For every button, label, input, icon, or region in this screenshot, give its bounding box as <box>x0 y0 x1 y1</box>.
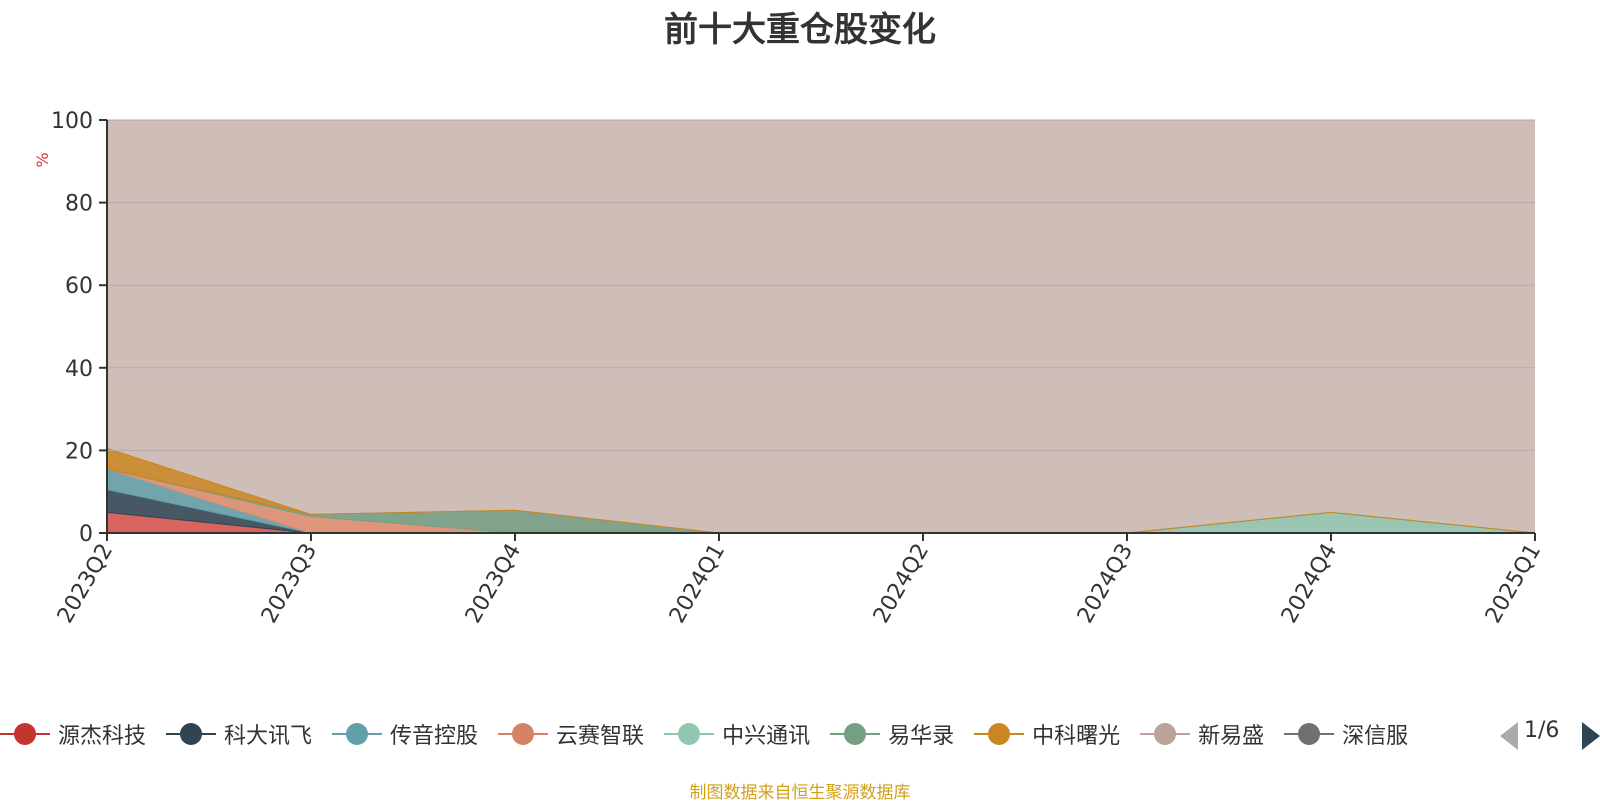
x-tick-label-1: 2023Q3 <box>257 540 322 628</box>
legend-item-4[interactable]: 中兴通讯 <box>664 714 830 754</box>
legend: 源杰科技 科大讯飞 传音控股 云赛智联 中兴通讯 易华录 中科曙光 新易盛 深信服 <box>0 714 1480 754</box>
chart-title: 前十大重仓股变化 <box>664 10 936 50</box>
x-tick-label-7: 2025Q1 <box>1481 540 1546 628</box>
x-tick-label-6: 2024Q4 <box>1277 540 1342 628</box>
y-axis-unit-label: % <box>33 152 52 167</box>
y-tick-label-4: 80 <box>65 192 93 217</box>
legend-label: 科大讯飞 <box>224 724 313 749</box>
y-tick-label-0: 0 <box>79 522 93 547</box>
legend-pager: 1/6 <box>1500 718 1600 752</box>
legend-marker-icon <box>1284 719 1335 749</box>
legend-label: 传音控股 <box>390 724 479 749</box>
legend-page-indicator: 1/6 <box>1524 718 1560 743</box>
legend-item-7[interactable]: 新易盛 <box>1140 714 1284 754</box>
legend-label: 中兴通讯 <box>722 724 811 749</box>
area-series-6[interactable] <box>106 447 1536 534</box>
legend-marker-icon <box>1140 719 1191 749</box>
plot-background <box>107 120 1535 533</box>
legend-marker-icon <box>974 719 1025 749</box>
legend-item-5[interactable]: 易华录 <box>830 714 974 754</box>
y-tick-label-3: 60 <box>65 274 93 299</box>
source-note: 制图数据来自恒生聚源数据库 <box>689 783 911 803</box>
legend-marker-icon <box>498 719 549 749</box>
grid-lines <box>107 119 1535 451</box>
legend-label: 深信服 <box>1342 724 1409 749</box>
y-tick-label-2: 40 <box>65 357 93 382</box>
x-tick-label-2: 2023Q4 <box>461 540 526 628</box>
legend-item-6[interactable]: 中科曙光 <box>974 714 1140 754</box>
legend-label: 新易盛 <box>1198 724 1265 749</box>
legend-marker-icon <box>332 719 383 749</box>
legend-label: 中科曙光 <box>1032 724 1121 749</box>
legend-marker-icon <box>664 719 715 749</box>
y-tick-label-1: 20 <box>65 439 93 464</box>
stacked-area-layers <box>106 120 1536 534</box>
legend-label: 源杰科技 <box>58 724 147 749</box>
legend-item-0[interactable]: 源杰科技 <box>0 714 166 754</box>
x-tick-label-4: 2024Q2 <box>869 540 934 628</box>
legend-prev-arrow-icon[interactable] <box>1500 722 1518 750</box>
legend-item-3[interactable]: 云赛智联 <box>498 714 664 754</box>
legend-label: 易华录 <box>888 724 955 749</box>
x-tick-label-5: 2024Q3 <box>1073 540 1138 628</box>
legend-item-8[interactable]: 深信服 <box>1284 714 1428 754</box>
legend-label: 云赛智联 <box>556 724 645 749</box>
legend-marker-icon <box>166 719 217 749</box>
legend-item-1[interactable]: 科大讯飞 <box>166 714 332 754</box>
legend-marker-icon <box>830 719 881 749</box>
legend-next-arrow-icon[interactable] <box>1582 722 1600 750</box>
x-tick-label-3: 2024Q1 <box>665 540 730 628</box>
x-tick-label-0: 2023Q2 <box>53 540 118 628</box>
legend-marker-icon <box>0 719 50 749</box>
legend-item-2[interactable]: 传音控股 <box>332 714 498 754</box>
y-tick-label-5: 100 <box>51 109 93 134</box>
